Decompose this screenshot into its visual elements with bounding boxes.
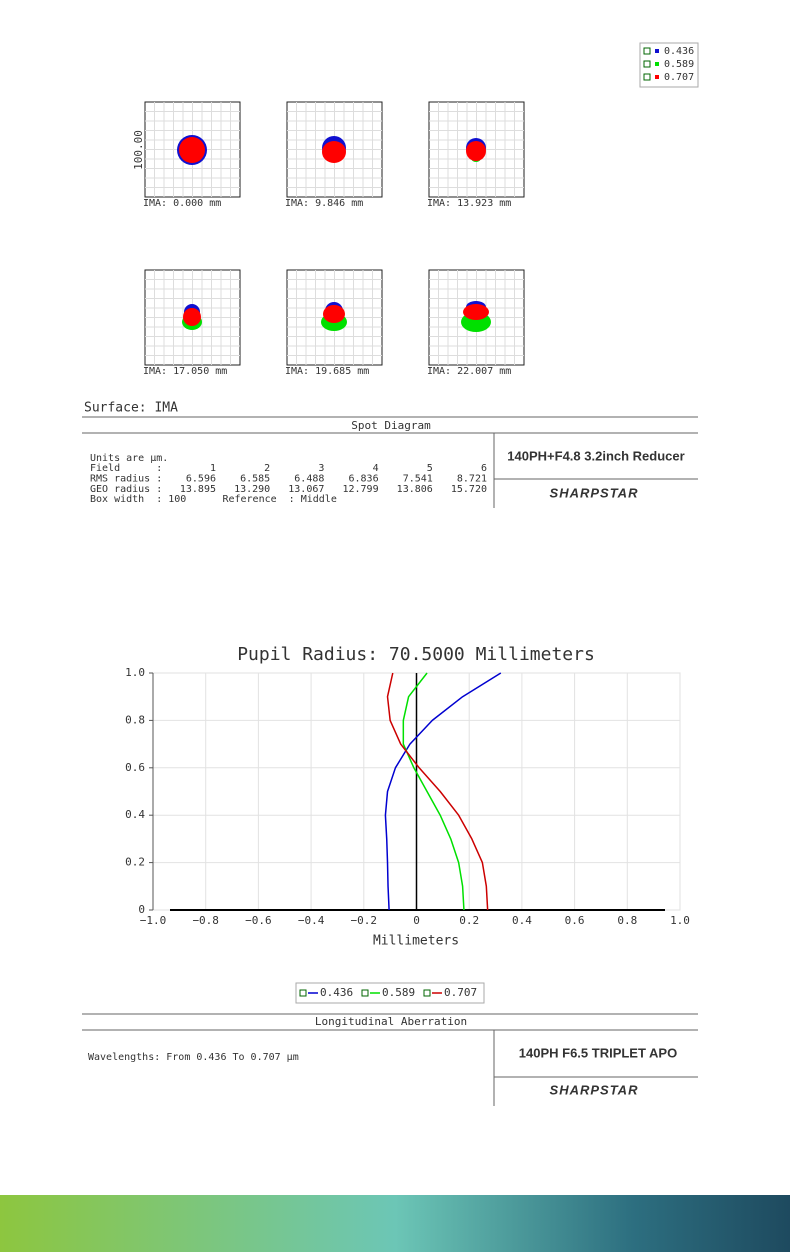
spot — [183, 308, 201, 326]
field-label: IMA: 9.846 mm — [285, 198, 363, 209]
y-tick-label: 0.8 — [125, 713, 145, 726]
aberration-curve — [384, 672, 502, 911]
product: 140PH+F4.8 3.2inch Reducer — [507, 448, 684, 463]
cell: 6.488 — [294, 474, 324, 485]
legend-label: 0.589 — [382, 986, 415, 999]
scale-label: 100.00 — [132, 130, 145, 170]
cell: 8.721 — [457, 474, 487, 485]
table-title: Spot Diagram — [351, 419, 431, 432]
chart-caption: Longitudinal Aberration — [315, 1015, 467, 1028]
x-tick-label: 0 — [413, 914, 420, 927]
legend-label: 0.589 — [664, 59, 694, 70]
cell: 13.067 — [288, 484, 324, 495]
cell: 6.585 — [240, 474, 270, 485]
footer-band — [0, 1195, 790, 1252]
legend-label: 0.436 — [664, 46, 694, 57]
units: Units are µm. — [90, 453, 168, 464]
surface-label: Surface: IMA — [84, 401, 178, 416]
field-label: IMA: 22.007 mm — [427, 366, 511, 377]
cell: 6.596 — [186, 474, 216, 485]
aberration-curve — [386, 672, 489, 911]
checkbox — [423, 989, 431, 997]
x-tick-label: 0.2 — [459, 914, 479, 927]
y-tick-label: 0.6 — [125, 761, 145, 774]
cell: 15.720 — [451, 484, 487, 495]
cell: 6 — [481, 463, 487, 474]
field-label: IMA: 17.050 mm — [143, 366, 227, 377]
cell: 5 — [427, 463, 433, 474]
row-label: GEO radius : — [90, 484, 162, 495]
row-label: RMS radius : — [90, 474, 162, 485]
cell: 13.806 — [397, 484, 433, 495]
spot — [466, 141, 486, 161]
checkbox — [643, 73, 651, 81]
field-label: IMA: 19.685 mm — [285, 366, 369, 377]
legend-marker — [655, 62, 659, 66]
checkbox — [643, 47, 651, 55]
y-tick-label: 0.2 — [125, 856, 145, 869]
x-tick-label: −1.0 — [140, 914, 167, 927]
chart-title: Pupil Radius: 70.5000 Millimeters — [237, 644, 595, 665]
spot — [322, 141, 346, 163]
cell: 13.290 — [234, 484, 270, 495]
legend-label: 0.707 — [664, 72, 694, 83]
legend-marker — [655, 75, 659, 79]
aberration-curve — [402, 672, 465, 911]
product: 140PH F6.5 TRIPLET APO — [519, 1045, 677, 1060]
cell: 3 — [318, 463, 324, 474]
cell: 1 — [210, 463, 216, 474]
x-tick-label: 1.0 — [670, 914, 690, 927]
footer-row: Box width : 100 Reference : Middle — [90, 494, 337, 505]
x-tick-label: −0.4 — [298, 914, 325, 927]
x-axis-label: Millimeters — [373, 934, 459, 949]
x-tick-label: −0.8 — [192, 914, 219, 927]
table-frame — [82, 416, 698, 1106]
note: Wavelengths: From 0.436 To 0.707 µm — [88, 1052, 299, 1063]
x-tick-label: 0.8 — [617, 914, 637, 927]
y-tick-label: 0 — [138, 903, 145, 916]
legend-label: 0.707 — [444, 986, 477, 999]
x-tick-label: −0.2 — [351, 914, 378, 927]
cell: 12.799 — [342, 484, 378, 495]
legend-marker — [655, 49, 659, 53]
checkbox — [299, 989, 307, 997]
row-label: Field : — [90, 463, 162, 474]
legend-label: 0.436 — [320, 986, 353, 999]
cell: 7.541 — [403, 474, 433, 485]
field-label: IMA: 0.000 mm — [143, 198, 221, 209]
x-tick-label: 0.4 — [512, 914, 532, 927]
cell: 4 — [373, 463, 379, 474]
y-tick-label: 1.0 — [125, 666, 145, 679]
cell: 13.895 — [180, 484, 216, 495]
x-tick-label: 0.6 — [565, 914, 585, 927]
checkbox — [361, 989, 369, 997]
cell: 6.836 — [348, 474, 378, 485]
x-tick-label: −0.6 — [245, 914, 272, 927]
spot — [463, 304, 489, 320]
brand: SHARPSTAR — [550, 485, 639, 500]
field-label: IMA: 13.923 mm — [427, 198, 511, 209]
chart-legend-box — [295, 982, 485, 1004]
brand: SHARPSTAR — [550, 1082, 639, 1097]
spot — [179, 137, 205, 163]
checkbox — [643, 60, 651, 68]
cell: 2 — [264, 463, 270, 474]
spot — [323, 305, 345, 323]
y-tick-label: 0.4 — [125, 808, 145, 821]
